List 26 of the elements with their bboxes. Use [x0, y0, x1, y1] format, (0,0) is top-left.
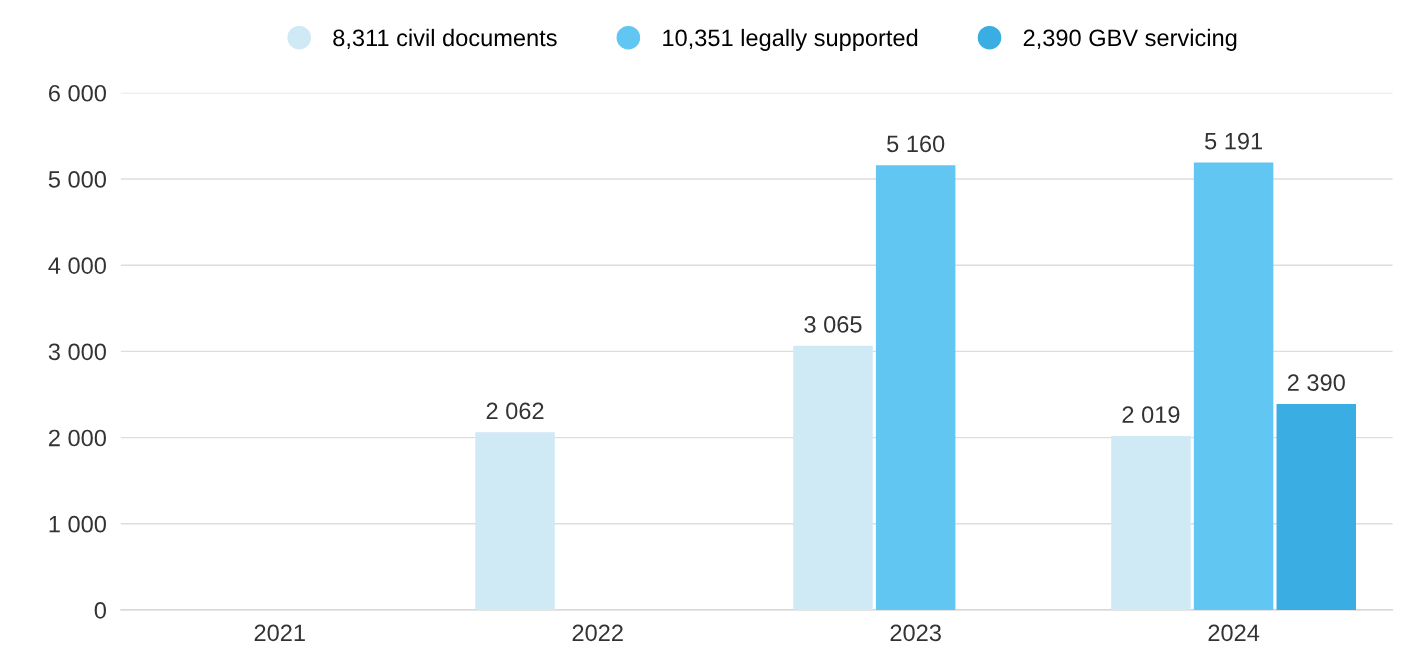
legend-label: 10,351 legally supported [663, 28, 918, 51]
data-label: 2 390 [1287, 374, 1345, 391]
y-tick-label: 6 000 [49, 84, 106, 102]
x-tick-label: 2023 [890, 624, 941, 642]
data-label: 2 062 [486, 402, 544, 420]
data-label: 5 191 [1205, 132, 1262, 150]
bar [1111, 435, 1191, 610]
bar [475, 432, 555, 610]
y-tick-label: 3 000 [48, 343, 106, 361]
data-label: 5 160 [887, 135, 945, 153]
bar [875, 165, 956, 610]
data-label: 3 065 [804, 316, 862, 333]
x-tick-label: 2022 [572, 624, 623, 642]
y-tick-label: 4 000 [48, 257, 106, 274]
bar [1193, 162, 1274, 610]
bar [793, 345, 873, 610]
y-tick-label: 2 000 [49, 429, 106, 447]
y-tick-label: 0 [94, 602, 106, 619]
y-tick-label: 1 000 [49, 515, 106, 533]
y-tick-label: 5 000 [48, 171, 106, 188]
x-tick-label: 2021 [254, 624, 305, 642]
x-tick-label: 2024 [1208, 624, 1260, 642]
bar [1276, 403, 1357, 610]
legend-label: 2,390 GBV servicing [1023, 28, 1237, 51]
legend-label: 8,311 civil documents [333, 28, 557, 50]
data-label: 2 019 [1122, 406, 1180, 423]
